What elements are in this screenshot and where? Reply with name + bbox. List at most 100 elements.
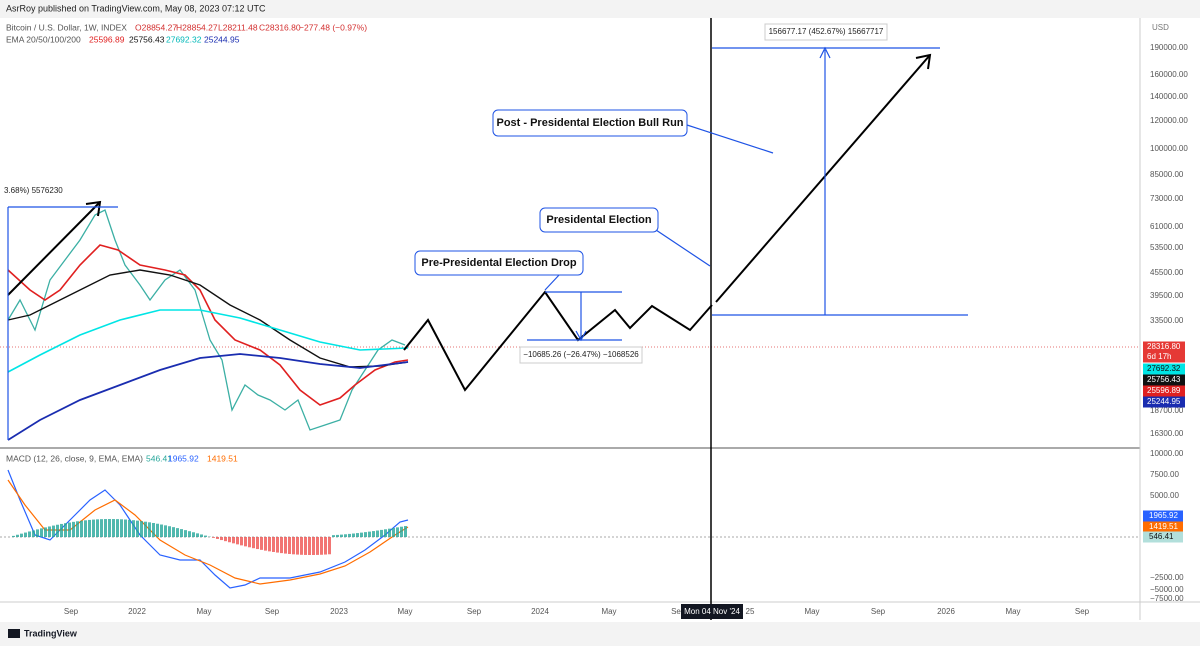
macd-tick: −7500.00 [1150,594,1184,603]
histogram-bar [376,530,379,537]
time-tick: May [1005,607,1020,616]
histogram-bar [332,535,335,537]
histogram-bar [60,523,63,537]
histogram-bar [304,537,307,555]
macd-tick: −5000.00 [1150,585,1184,594]
histogram-bar [136,520,139,537]
price-tag-label: 6d 17h [1147,352,1171,361]
histogram-bar [124,519,127,537]
histogram-bar [396,527,399,537]
crosshair-label: Mon 04 Nov '24 [684,607,740,616]
time-tick: 25 [746,607,755,616]
histogram-bar [292,537,295,555]
histogram-bar [172,527,175,537]
histogram-bar [300,537,303,555]
measure-box [519,346,643,364]
histogram-bar [212,537,215,538]
histogram-bar [160,524,163,537]
histogram-bar [368,531,371,537]
price-tick: 85000.00 [1150,170,1184,179]
histogram-bar [200,534,203,537]
price-tick: 61000.00 [1150,222,1184,231]
histogram-bar [320,537,323,555]
histogram-bar [156,523,159,537]
arrow-head [915,53,932,70]
histogram-bar [76,521,79,537]
histogram-bar [216,537,219,539]
ema-value: 25244.95 [204,34,240,44]
ohlc: L28211.48 [218,22,258,32]
price-tick: 53500.00 [1150,243,1184,252]
histogram-bar [188,531,191,537]
histogram-bar [32,530,35,537]
histogram-bar [64,523,67,537]
histogram-bar [400,526,403,537]
histogram-bar [236,537,239,545]
histogram-bar [288,537,291,554]
price-tick: 120000.00 [1150,116,1188,125]
macd-label: MACD (12, 26, close, 9, EMA, EMA) [6,453,143,463]
header-title: AsrRoy published on TradingView.com, May… [6,3,266,13]
crosshair-box [681,604,743,619]
macd-value: 1419.51 [207,453,238,463]
symbol: Bitcoin / U.S. Dollar, 1W, INDEX [6,22,127,32]
price-tag [1143,363,1185,375]
callout [539,207,659,233]
histogram-bar [276,537,279,553]
callout-text: Pre-Presidental Election Drop [421,257,577,269]
histogram-bar [328,537,331,555]
histogram-bar [152,522,155,537]
price-tag-label: 25596.89 [1147,386,1181,395]
price-tick: 16300.00 [1150,429,1184,438]
histogram-bar [80,520,83,537]
histogram-bar [344,534,347,537]
time-tick: 2023 [330,607,348,616]
macd-tag-label: 1965.92 [1149,511,1178,520]
price-tick: 190000.00 [1150,43,1188,52]
bull-arrow [715,54,931,303]
histogram-bar [148,522,151,537]
arrow-head [85,200,102,217]
histogram-bar [336,534,339,537]
histogram-bar [340,534,343,537]
price-tick: 160000.00 [1150,70,1188,79]
histogram-bar [112,519,115,537]
time-tick: Sep [265,607,280,616]
macd-tag-label: 546.41 [1149,532,1174,541]
histogram-bar [380,529,383,537]
ohlc: C28316.80 [259,22,301,32]
histogram-bar [72,521,75,537]
histogram-bar [196,533,199,537]
macd-tick: −2500.00 [1150,573,1184,582]
footer-brand: TradingView [24,628,78,638]
histogram-bar [128,519,131,537]
histogram-bar [28,531,31,537]
histogram-bar [68,522,71,537]
time-tick: 2024 [531,607,549,616]
histogram-bar [316,537,319,555]
projection-zigzag [403,290,713,392]
histogram-bar [256,537,259,550]
time-tick: Sep [1075,607,1090,616]
histogram-bar [84,520,87,537]
histogram-bar [356,533,359,537]
histogram-bar [116,519,119,537]
histogram-bar [284,537,287,554]
histogram-bar [96,519,99,537]
time-tick: 2022 [128,607,146,616]
ema-20 [7,244,409,406]
histogram-bar [104,519,107,537]
macd-value: 546.41 [146,453,172,463]
histogram-bar [48,526,51,537]
histogram-bar [404,526,407,537]
price-tag [1143,341,1185,353]
time-tick: May [601,607,616,616]
histogram-bar [296,537,299,555]
legend: Bitcoin / U.S. Dollar, 1W, INDEX O28854.… [6,22,367,463]
histogram-bar [372,531,375,537]
header-bar [0,0,1200,18]
price-tick: 33500.00 [1150,316,1184,325]
measure-label: 156677.17 (452.67%) 15667717 [769,27,884,36]
time-tick: May [196,607,211,616]
